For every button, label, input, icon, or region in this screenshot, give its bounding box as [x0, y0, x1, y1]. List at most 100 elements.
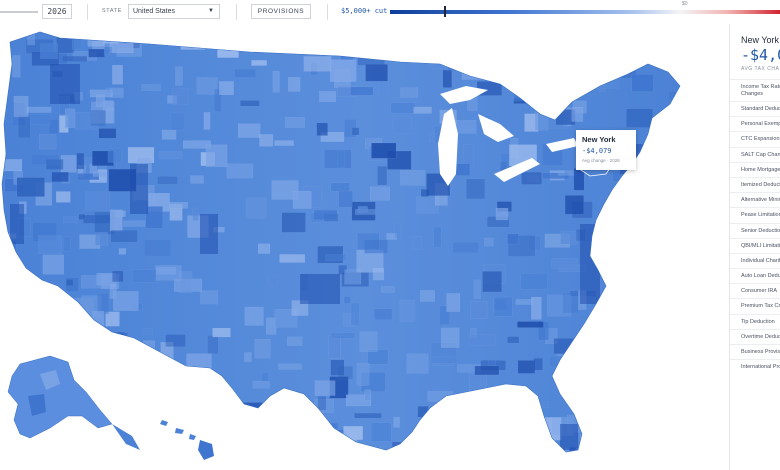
county-cell[interactable] [155, 265, 182, 281]
county-cell[interactable] [668, 391, 676, 412]
county-cell[interactable] [30, 114, 52, 125]
county-cell[interactable] [226, 163, 254, 179]
county-cell[interactable] [653, 412, 667, 432]
county-cell[interactable] [138, 368, 158, 389]
county-cell[interactable] [19, 285, 29, 296]
county-cell[interactable] [553, 338, 577, 354]
county-cell[interactable] [655, 25, 669, 36]
county-cell[interactable] [13, 95, 29, 118]
county-cell[interactable] [394, 223, 402, 239]
county-cell[interactable] [569, 45, 583, 54]
county-cell[interactable] [470, 327, 477, 338]
county-cell[interactable] [123, 25, 131, 44]
county-cell[interactable] [503, 384, 515, 400]
provision-item[interactable]: SALT Cap Change [730, 146, 780, 162]
county-cell[interactable] [513, 89, 523, 102]
county-cell[interactable] [105, 396, 122, 409]
county-cell[interactable] [62, 216, 78, 224]
county-cell[interactable] [586, 37, 594, 60]
county-cell[interactable] [254, 339, 271, 359]
county-cell[interactable] [279, 254, 305, 263]
county-cell[interactable] [364, 454, 380, 470]
county-cell[interactable] [10, 204, 24, 244]
county-cell[interactable] [83, 356, 103, 369]
county-cell[interactable] [303, 56, 332, 72]
county-cell[interactable] [261, 372, 269, 382]
county-cell[interactable] [367, 349, 389, 365]
county-cell[interactable] [562, 292, 579, 314]
county-cell[interactable] [112, 65, 123, 85]
county-cell[interactable] [377, 165, 388, 186]
county-cell[interactable] [40, 43, 58, 59]
county-cell[interactable] [647, 372, 672, 383]
county-cell[interactable] [271, 180, 299, 200]
county-cell[interactable] [71, 31, 83, 50]
county-cell[interactable] [456, 436, 481, 446]
county-cell[interactable] [661, 309, 678, 329]
county-cell[interactable] [117, 366, 137, 383]
county-cell[interactable] [90, 109, 106, 127]
county-cell[interactable] [200, 214, 218, 254]
county-cell[interactable] [466, 178, 485, 200]
county-cell[interactable] [109, 209, 123, 232]
county-cell[interactable] [83, 336, 110, 358]
county-cell[interactable] [145, 206, 163, 229]
county-cell[interactable] [192, 207, 199, 221]
county-cell[interactable] [634, 435, 643, 454]
county-cell[interactable] [89, 89, 113, 98]
county-cell[interactable] [244, 352, 252, 362]
county-cell[interactable] [12, 55, 21, 78]
county-cell[interactable] [580, 224, 600, 304]
county-cell[interactable] [101, 395, 119, 405]
county-cell[interactable] [274, 308, 298, 328]
alaska[interactable] [7, 355, 113, 439]
county-cell[interactable] [264, 426, 274, 442]
county-cell[interactable] [65, 108, 76, 128]
county-cell[interactable] [92, 375, 114, 381]
county-cell[interactable] [29, 317, 58, 329]
county-cell[interactable] [359, 331, 378, 353]
county-cell[interactable] [39, 134, 57, 150]
county-cell[interactable] [440, 410, 467, 418]
county-cell[interactable] [391, 441, 418, 453]
county-cell[interactable] [350, 302, 360, 326]
county-cell[interactable] [641, 188, 668, 195]
county-cell[interactable] [316, 122, 328, 136]
county-cell[interactable] [667, 62, 681, 69]
county-cell[interactable] [468, 334, 496, 347]
county-cell[interactable] [317, 245, 344, 264]
county-cell[interactable] [371, 142, 397, 159]
county-cell[interactable] [531, 296, 542, 320]
year-slider[interactable] [0, 11, 38, 13]
county-cell[interactable] [433, 226, 442, 248]
county-cell[interactable] [651, 194, 664, 208]
county-cell[interactable] [555, 80, 570, 94]
county-cell[interactable] [31, 154, 60, 165]
county-cell[interactable] [392, 116, 412, 134]
county-cell[interactable] [85, 191, 110, 211]
county-cell[interactable] [67, 338, 80, 361]
county-cell[interactable] [273, 399, 296, 418]
county-cell[interactable] [219, 81, 234, 96]
county-cell[interactable] [682, 28, 694, 46]
county-cell[interactable] [132, 269, 157, 283]
county-cell[interactable] [175, 66, 183, 86]
county-cell[interactable] [590, 410, 607, 431]
county-cell[interactable] [414, 24, 425, 44]
provision-item[interactable]: Alternative Minimum [730, 192, 780, 207]
county-cell[interactable] [343, 426, 363, 440]
county-cell[interactable] [16, 177, 45, 197]
county-cell[interactable] [186, 353, 212, 377]
hawaii-island[interactable] [160, 420, 168, 426]
county-cell[interactable] [440, 327, 460, 348]
county-cell[interactable] [461, 429, 471, 448]
county-cell[interactable] [99, 354, 111, 365]
county-cell[interactable] [301, 443, 329, 450]
county-cell[interactable] [599, 403, 622, 418]
provision-item[interactable]: Senior Deduction [730, 222, 780, 238]
county-cell[interactable] [442, 69, 452, 88]
county-cell[interactable] [652, 241, 669, 256]
county-cell[interactable] [370, 422, 392, 442]
county-cell[interactable] [258, 243, 271, 254]
county-map[interactable] [0, 24, 728, 470]
